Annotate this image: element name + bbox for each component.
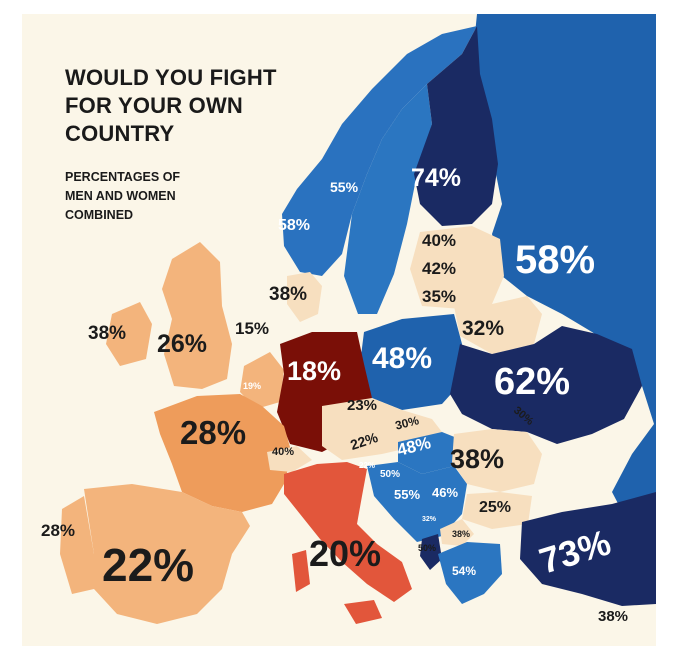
region-benelux — [240, 352, 284, 409]
value-belgium: 19% — [243, 381, 262, 391]
region-turkey — [520, 492, 656, 606]
value-macedonia: 38% — [452, 529, 471, 539]
value-denmark: 38% — [269, 284, 308, 305]
value-albania: 50% — [418, 543, 437, 553]
region-sardinia — [292, 550, 310, 592]
value-serbia: 46% — [432, 485, 459, 500]
region-bulgaria — [462, 492, 532, 529]
value-sweden: 55% — [330, 179, 359, 195]
region-finland — [414, 26, 498, 226]
value-lithuania: 35% — [422, 287, 457, 306]
value-portugal: 28% — [41, 521, 76, 540]
value-bosnia: 55% — [394, 487, 421, 502]
region-portugal — [60, 496, 94, 594]
region-ukraine — [450, 326, 642, 444]
region-macedonia — [440, 519, 474, 546]
value-greece: 54% — [452, 564, 477, 578]
region-norway — [282, 26, 477, 276]
value-netherlands: 15% — [235, 319, 270, 338]
value-poland: 48% — [372, 342, 433, 375]
region-balkans — [367, 462, 467, 542]
value-croatia: 50% — [380, 469, 401, 480]
title-line: COUNTRY — [65, 121, 175, 146]
region-uk — [162, 242, 232, 389]
region-hungary — [398, 432, 462, 474]
map-frame: WOULD YOU FIGHT FOR YOUR OWN COUNTRY PER… — [22, 14, 656, 646]
region-sweden — [344, 84, 432, 314]
value-france: 28% — [180, 414, 247, 451]
region-albania — [420, 534, 442, 570]
value-finland: 74% — [411, 164, 462, 192]
title-line: WOULD YOU FIGHT — [65, 65, 277, 90]
region-sicily — [344, 600, 382, 624]
subtitle-line: MEN AND WOMEN — [65, 189, 176, 203]
region-denmark — [287, 272, 322, 322]
map-subtitle: PERCENTAGES OF MEN AND WOMEN COMBINED — [65, 168, 265, 225]
value-romania: 38% — [450, 444, 505, 474]
value-montenegro: 32% — [422, 516, 437, 523]
value-bulgaria: 25% — [479, 499, 512, 516]
value-estonia: 40% — [422, 231, 457, 250]
region-spain — [84, 484, 250, 624]
value-belarus: 32% — [462, 317, 505, 340]
region-poland — [360, 314, 462, 410]
value-czech: 23% — [347, 397, 378, 414]
value-russia: 58% — [515, 238, 596, 282]
value-uk: 26% — [157, 330, 208, 358]
region-belarus — [454, 296, 542, 354]
region-baltics — [410, 226, 504, 309]
region-france — [154, 394, 292, 512]
region-ireland — [106, 302, 152, 366]
value-germany: 18% — [287, 356, 342, 386]
region-switzerland — [267, 446, 312, 472]
subtitle-line: PERCENTAGES OF — [65, 170, 181, 184]
value-norway: 58% — [278, 217, 311, 234]
value-ukraine: 62% — [494, 361, 571, 403]
region-italy — [284, 462, 412, 602]
title-line: FOR YOUR OWN — [65, 93, 243, 118]
value-switzerland: 40% — [272, 446, 295, 458]
europe-map — [22, 14, 656, 646]
value-italy: 20% — [309, 533, 382, 574]
region-russia — [467, 14, 656, 574]
value-cyprus: 38% — [598, 608, 629, 625]
value-slovenia: 22% — [359, 461, 376, 470]
subtitle-line: COMBINED — [65, 208, 134, 222]
value-ireland: 38% — [88, 323, 127, 344]
value-latvia: 42% — [422, 259, 457, 278]
region-romania — [452, 429, 542, 492]
map-title: WOULD YOU FIGHT FOR YOUR OWN COUNTRY — [65, 64, 345, 148]
region-greece — [438, 542, 502, 604]
value-spain: 22% — [102, 539, 195, 591]
